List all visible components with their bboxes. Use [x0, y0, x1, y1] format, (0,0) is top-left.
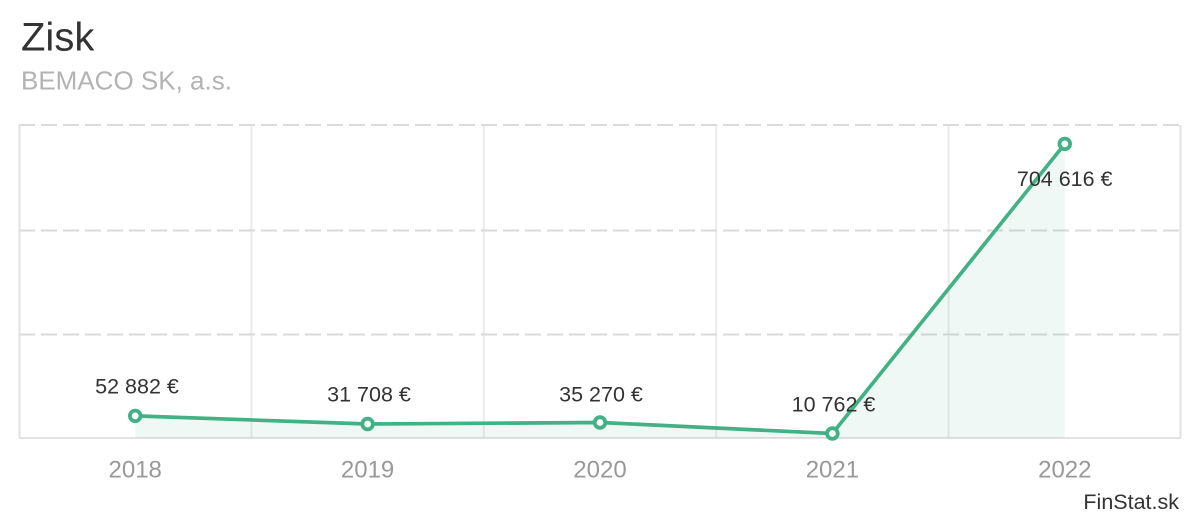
svg-text:704 616 €: 704 616 € [1017, 167, 1113, 191]
svg-text:FinStat.sk: FinStat.sk [1083, 490, 1179, 514]
svg-text:2019: 2019 [341, 457, 394, 484]
svg-text:35 270 €: 35 270 € [559, 383, 643, 407]
svg-text:2021: 2021 [806, 457, 859, 484]
svg-text:Zisk: Zisk [21, 16, 95, 60]
svg-text:10 762 €: 10 762 € [792, 393, 876, 417]
svg-text:2022: 2022 [1038, 457, 1091, 484]
svg-text:2018: 2018 [109, 457, 162, 484]
svg-text:31 708 €: 31 708 € [327, 383, 411, 407]
svg-text:2020: 2020 [573, 457, 626, 484]
svg-text:BEMACO SK, a.s.: BEMACO SK, a.s. [21, 66, 232, 96]
svg-text:52 882 €: 52 882 € [95, 375, 179, 399]
